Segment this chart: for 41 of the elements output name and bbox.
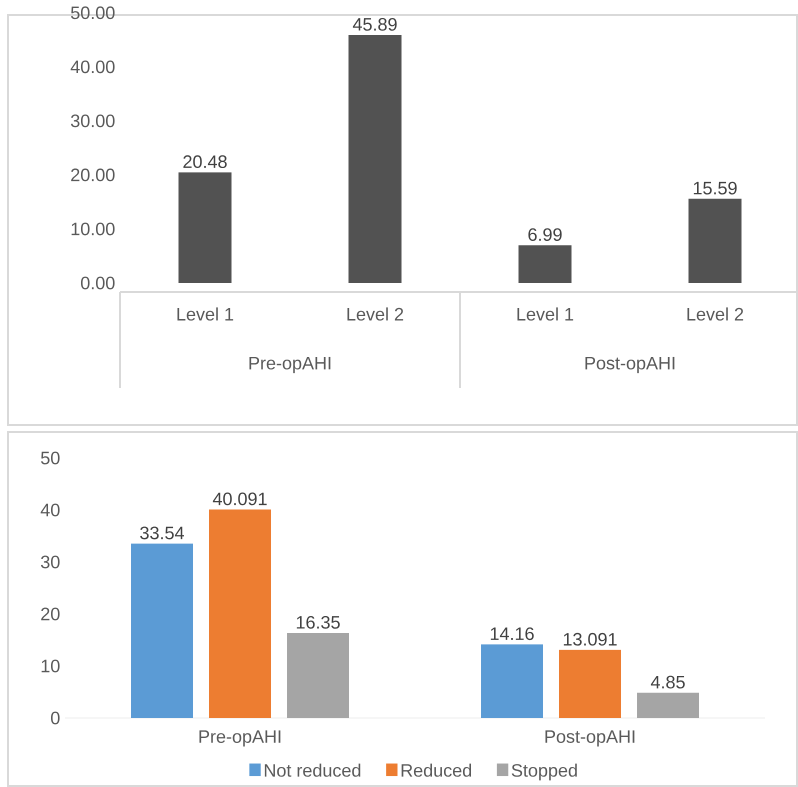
y-tick-label: 30.00: [70, 114, 115, 128]
text: Pre-opAHI: [249, 356, 330, 374]
bar: [131, 544, 194, 718]
y-tick-label: 30: [40, 556, 60, 568]
legend-label: Not reduced: [264, 764, 360, 777]
bar: [348, 35, 402, 283]
legend-label: Stopped: [512, 764, 577, 780]
data-label: 45.89: [352, 18, 397, 31]
data-label: 16.35: [296, 616, 340, 629]
bar: [518, 245, 572, 283]
data-label: 40.091: [212, 492, 267, 506]
y-tick-label: 10.00: [72, 222, 115, 236]
data-label: 15.59: [694, 182, 737, 194]
text: Post-opAHI: [585, 356, 674, 374]
y-tick-label: 20: [41, 608, 60, 620]
y-tick-label: 0.00: [80, 276, 115, 290]
data-label: 33.54: [140, 526, 184, 540]
bar: [637, 692, 700, 718]
y-tick-label: 20.00: [71, 168, 115, 182]
x-tick-label: Level 1: [517, 307, 574, 321]
bar: [481, 644, 544, 718]
y-tick-label: 40: [40, 504, 60, 516]
bar: [559, 650, 622, 718]
data-label: 13.091: [564, 632, 617, 646]
bar: [178, 172, 232, 283]
y-tick-label: 0: [50, 712, 60, 724]
y-tick-label: 10: [42, 660, 60, 672]
y-tick-label: 50.00: [70, 6, 115, 20]
y-tick-label: 50: [40, 452, 60, 464]
bar: [688, 198, 742, 283]
data-label: 4.85: [650, 676, 685, 688]
bar: [209, 510, 272, 718]
y-tick-label: 40.00: [70, 60, 115, 74]
x-tick-label: Level 1: [177, 307, 234, 321]
data-label: 6.99: [528, 228, 562, 241]
data-label: 20.48: [183, 155, 227, 168]
legend-label: Reduced: [402, 764, 472, 777]
x-tick-label: Level 2: [347, 307, 404, 321]
x-tick-label: Level 2: [687, 307, 744, 321]
bar: [287, 632, 350, 718]
data-label: 14.16: [490, 627, 534, 640]
